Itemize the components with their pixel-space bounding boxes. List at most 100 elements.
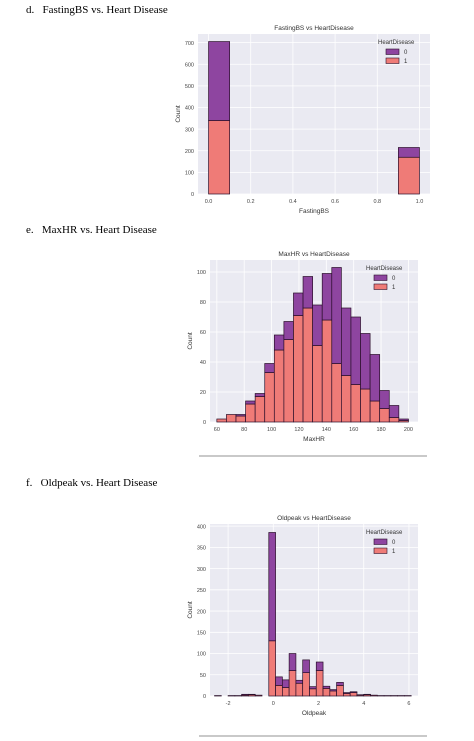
bar-heartdisease-1 bbox=[273, 349, 285, 423]
x-tick-label: 200 bbox=[404, 427, 413, 433]
x-tick-label: 0.6 bbox=[331, 199, 339, 205]
bar-heartdisease-0 bbox=[283, 321, 294, 340]
bar-heartdisease-0 bbox=[235, 414, 246, 417]
bar-heartdisease-0 bbox=[360, 333, 371, 390]
bar-heartdisease-1 bbox=[288, 670, 297, 697]
bar-heartdisease-0 bbox=[208, 41, 230, 121]
section-letter: d. bbox=[26, 4, 35, 16]
bar-heartdisease-1 bbox=[341, 375, 352, 423]
x-tick-label: 60 bbox=[214, 427, 220, 433]
bar-heartdisease-1 bbox=[379, 408, 390, 423]
bar-heartdisease-1 bbox=[398, 156, 420, 195]
x-tick-label: 0.0 bbox=[205, 199, 213, 205]
bar-heartdisease-0 bbox=[398, 147, 420, 158]
bar-heartdisease-1 bbox=[302, 307, 313, 423]
section-title: Oldpeak vs. Heart Disease bbox=[40, 477, 158, 489]
x-tick-label: 6 bbox=[407, 701, 410, 707]
bar-heartdisease-0 bbox=[268, 532, 276, 642]
bar-heartdisease-0 bbox=[331, 267, 342, 364]
chart-title: MaxHR vs HeartDisease bbox=[278, 251, 350, 258]
x-tick-label: 80 bbox=[241, 427, 247, 433]
x-axis-label: Oldpeak bbox=[302, 710, 327, 717]
y-tick-label: 0 bbox=[191, 192, 194, 198]
bar-heartdisease-1 bbox=[235, 415, 246, 423]
bar-heartdisease-1 bbox=[370, 694, 378, 697]
bar-heartdisease-0 bbox=[321, 273, 333, 321]
bar-heartdisease-1 bbox=[309, 688, 317, 697]
bar-heartdisease-0 bbox=[341, 307, 352, 376]
section-letter: f. bbox=[26, 477, 33, 489]
legend-swatch bbox=[385, 57, 400, 64]
x-axis-label: FastingBS bbox=[299, 208, 330, 215]
y-tick-label: 400 bbox=[197, 524, 206, 530]
y-tick-label: 50 bbox=[200, 673, 206, 679]
x-axis-label: MaxHR bbox=[303, 436, 325, 443]
bar-heartdisease-0 bbox=[322, 685, 331, 689]
legend-label: 0 bbox=[392, 276, 396, 282]
x-tick-label: 0 bbox=[272, 701, 275, 707]
legend-swatch bbox=[373, 547, 388, 554]
oldpeak-chart: 0 50 100 150 200 250 300 350 400 -2 0 2 4 6 Oldpeak vs… bbox=[187, 515, 418, 717]
y-tick-label: 350 bbox=[197, 546, 206, 552]
y-tick-label: 60 bbox=[200, 330, 206, 336]
bar-heartdisease-1 bbox=[275, 685, 283, 697]
divider-line bbox=[199, 455, 427, 457]
bar-heartdisease-0 bbox=[379, 390, 390, 409]
legend-swatch bbox=[373, 274, 388, 281]
bar-heartdisease-0 bbox=[264, 363, 275, 373]
bar-heartdisease-0 bbox=[329, 689, 337, 692]
y-axis-label: Count bbox=[187, 332, 194, 350]
y-tick-label: 150 bbox=[197, 630, 206, 636]
bar-heartdisease-1 bbox=[281, 687, 290, 697]
bar-heartdisease-1 bbox=[312, 345, 323, 423]
y-tick-label: 700 bbox=[185, 41, 194, 47]
bar-heartdisease-0 bbox=[302, 659, 310, 673]
y-tick-label: 100 bbox=[185, 171, 194, 177]
legend-title: HeartDisease bbox=[366, 266, 403, 272]
legend-label: 1 bbox=[392, 285, 396, 291]
maxhr-chart: 0 20 40 60 80 100 60 80 100 120 140 160 180 200 MaxHR … bbox=[187, 251, 418, 443]
bar-heartdisease-1 bbox=[268, 640, 276, 697]
bar-heartdisease-1 bbox=[302, 672, 310, 697]
bar-heartdisease-0 bbox=[336, 682, 344, 686]
bar-heartdisease-0 bbox=[398, 418, 409, 421]
bar-heartdisease-1 bbox=[283, 339, 294, 423]
bar-heartdisease-1 bbox=[208, 120, 230, 195]
x-tick-label: 140 bbox=[322, 427, 331, 433]
bar-heartdisease-1 bbox=[216, 418, 227, 423]
x-tick-label: 1.0 bbox=[416, 199, 424, 205]
legend-label: 1 bbox=[392, 549, 396, 555]
bar-heartdisease-1 bbox=[295, 682, 304, 697]
x-tick-label: 0.2 bbox=[247, 199, 255, 205]
y-tick-label: 0 bbox=[203, 694, 206, 700]
bar-heartdisease-0 bbox=[369, 354, 381, 402]
y-tick-label: 250 bbox=[197, 588, 206, 594]
bar-heartdisease-1 bbox=[321, 319, 333, 423]
bar-heartdisease-1 bbox=[254, 396, 266, 423]
bar-heartdisease-1 bbox=[315, 670, 324, 697]
bar-heartdisease-0 bbox=[254, 393, 266, 397]
chart-title: FastingBS vs HeartDisease bbox=[274, 25, 354, 32]
y-tick-label: 200 bbox=[197, 609, 206, 615]
bar-heartdisease-0 bbox=[288, 653, 297, 671]
bar-heartdisease-1 bbox=[264, 372, 275, 423]
section-heading-f: f. Oldpeak vs. Heart Disease bbox=[26, 477, 157, 489]
bar-heartdisease-1 bbox=[343, 693, 351, 697]
divider-line bbox=[199, 735, 427, 737]
bar-heartdisease-0 bbox=[273, 334, 285, 351]
bar-heartdisease-1 bbox=[388, 417, 400, 423]
bar-heartdisease-1 bbox=[360, 388, 371, 423]
section-letter: e. bbox=[26, 224, 34, 236]
legend-label: 0 bbox=[392, 540, 396, 546]
x-tick-label: 160 bbox=[349, 427, 358, 433]
y-tick-label: 300 bbox=[197, 567, 206, 573]
section-title: FastingBS vs. Heart Disease bbox=[42, 4, 168, 16]
bar-heartdisease-1 bbox=[331, 363, 342, 423]
bar-heartdisease-0 bbox=[275, 676, 283, 686]
x-tick-label: 180 bbox=[376, 427, 385, 433]
bar-heartdisease-1 bbox=[293, 315, 304, 423]
bar-heartdisease-0 bbox=[309, 686, 317, 690]
bar-heartdisease-1 bbox=[226, 414, 237, 423]
x-tick-label: 100 bbox=[267, 427, 276, 433]
legend-label: 1 bbox=[404, 59, 408, 65]
